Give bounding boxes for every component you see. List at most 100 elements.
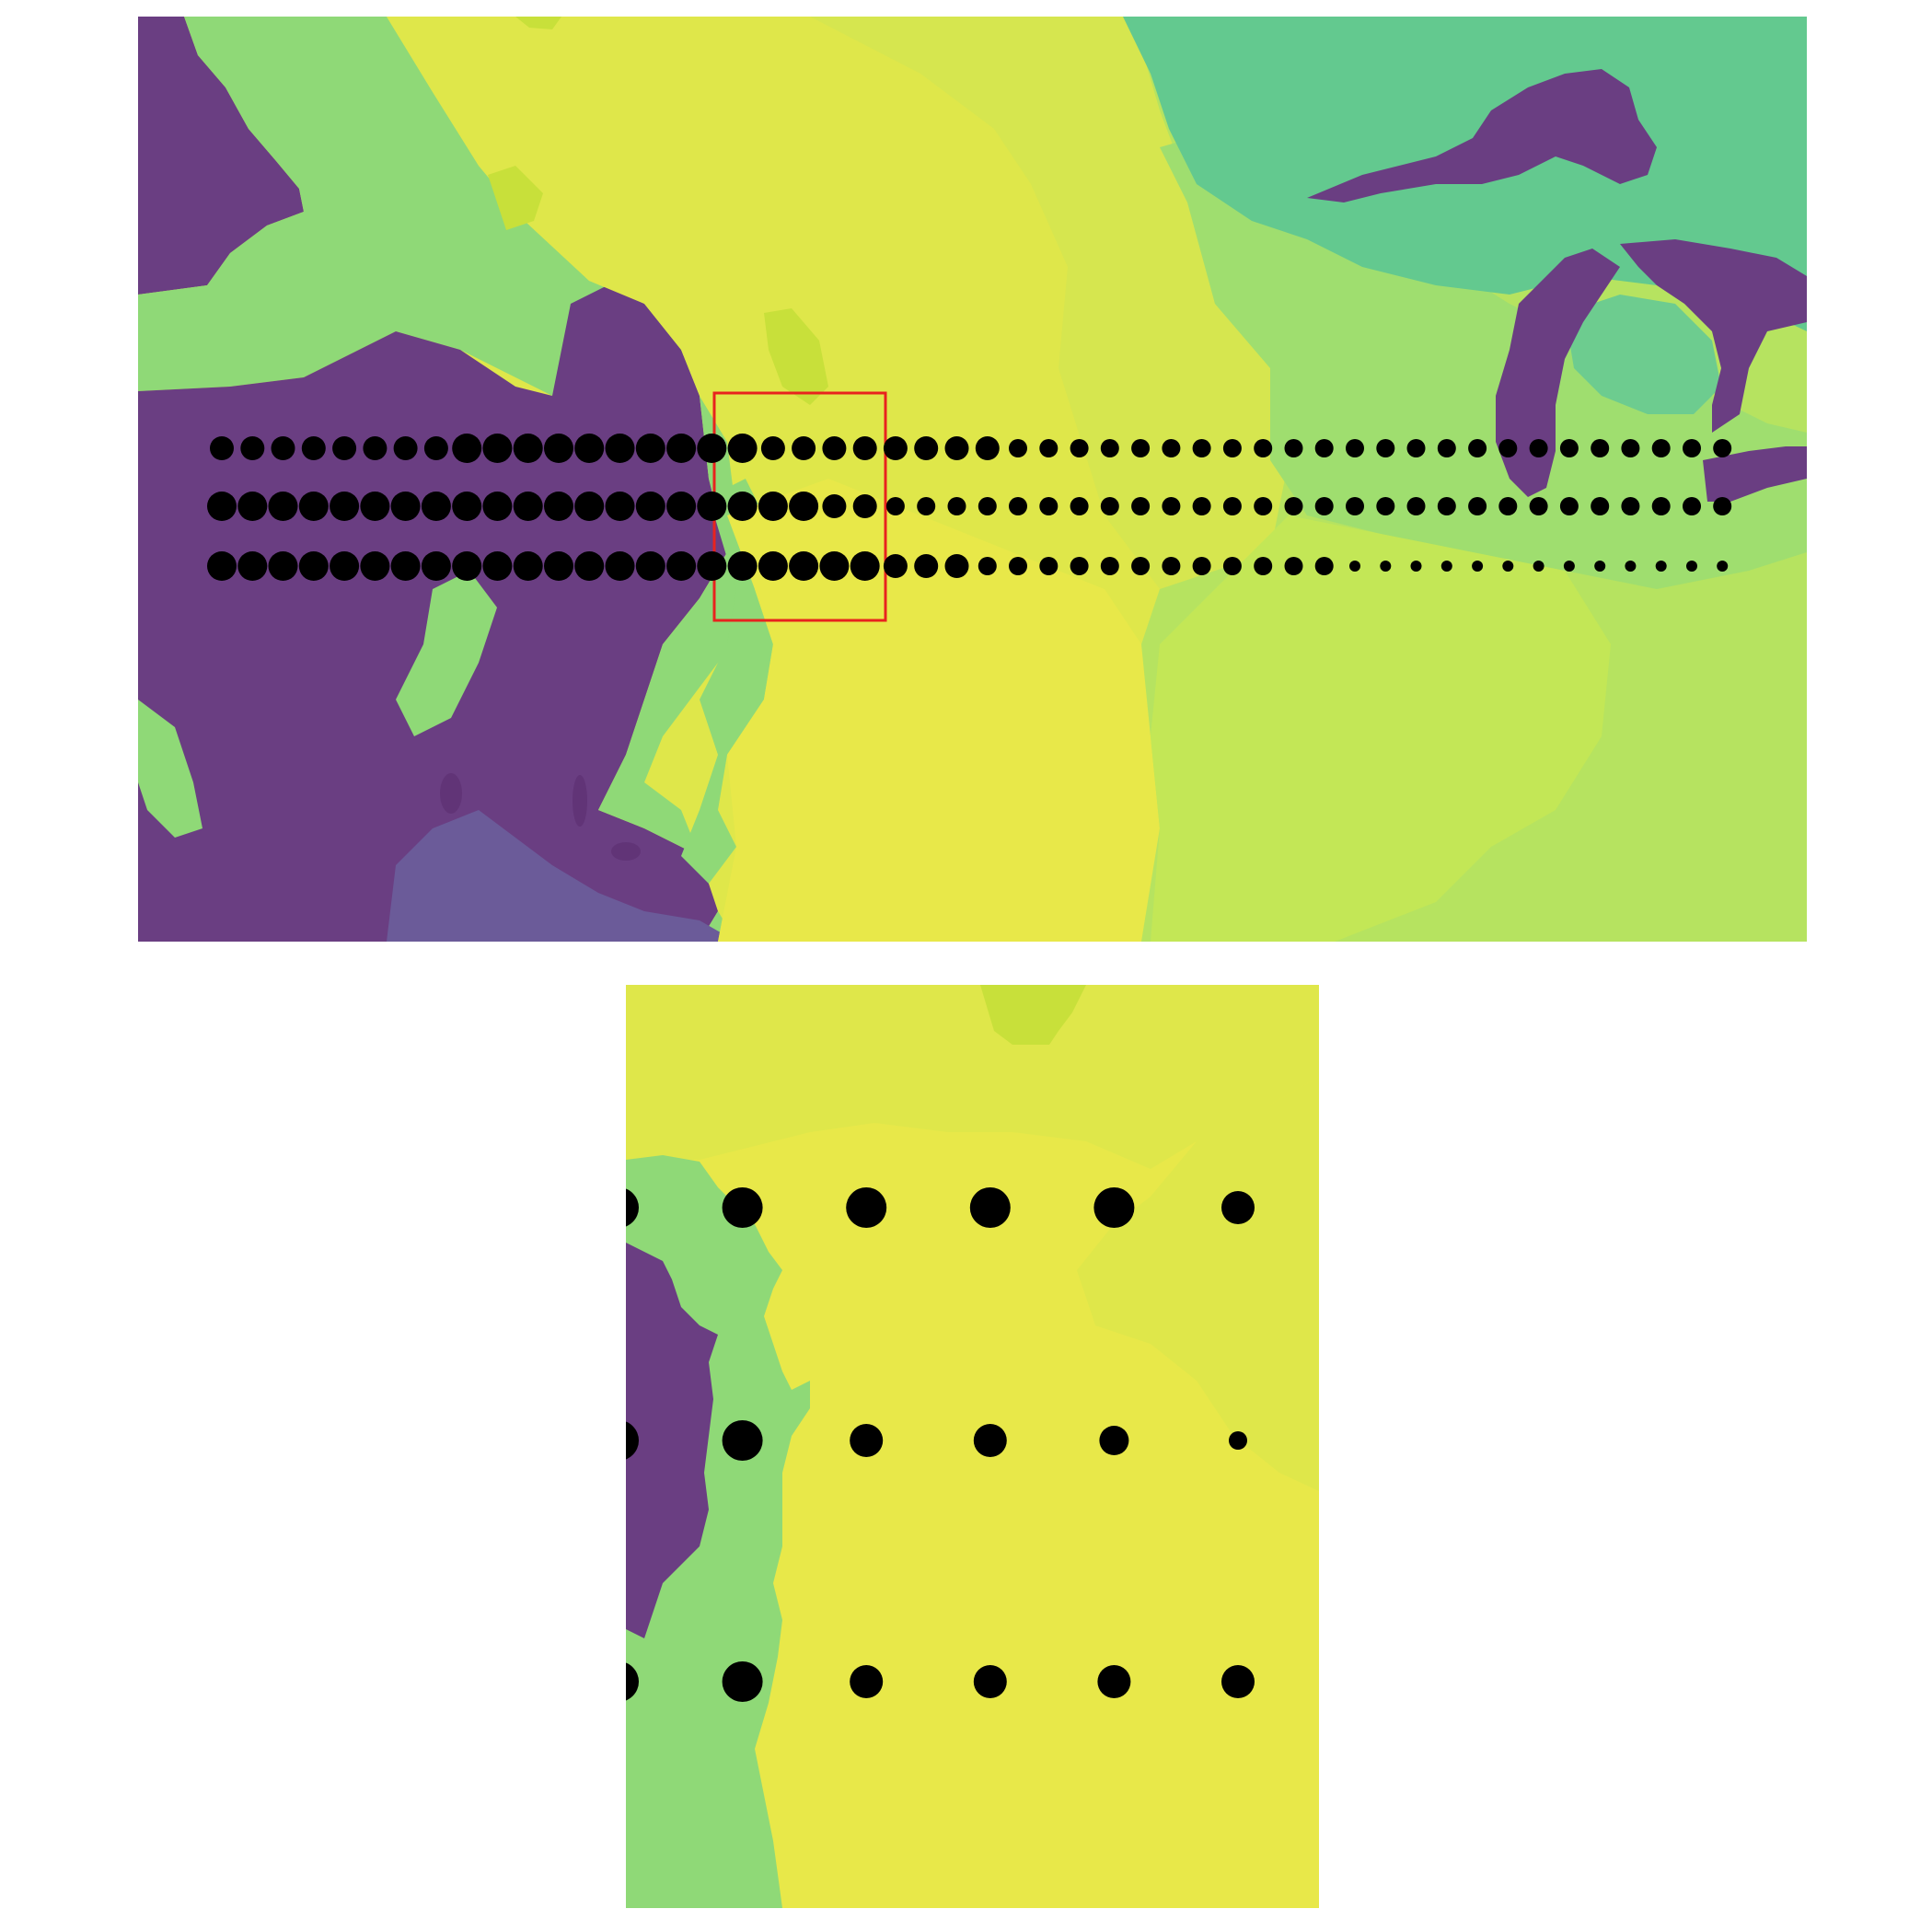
overview-marker-layer bbox=[207, 434, 1732, 581]
marker-point bbox=[421, 551, 451, 581]
marker-point bbox=[210, 436, 234, 460]
inset-marker-point bbox=[973, 1424, 1007, 1457]
marker-point bbox=[789, 551, 819, 581]
marker-point bbox=[298, 492, 329, 521]
marker-point bbox=[666, 551, 697, 581]
devils-lake-region bbox=[764, 308, 828, 405]
southwest-lake bbox=[611, 842, 641, 861]
inset-marker-point bbox=[1097, 1665, 1131, 1698]
marker-point bbox=[1437, 439, 1456, 457]
marker-point bbox=[1192, 497, 1211, 515]
marker-point bbox=[332, 436, 357, 460]
marker-point bbox=[1284, 557, 1303, 575]
marker-point bbox=[513, 551, 543, 581]
marker-point bbox=[1254, 557, 1273, 575]
inset-marker-point bbox=[973, 1665, 1007, 1698]
inset-marker-point bbox=[722, 1661, 763, 1702]
marker-point bbox=[1376, 439, 1395, 457]
marker-point bbox=[1472, 561, 1484, 572]
inset-marker-layer bbox=[626, 1187, 1255, 1702]
marker-point bbox=[1254, 439, 1273, 457]
region-michigan-teal bbox=[1565, 295, 1721, 414]
marker-point bbox=[1594, 561, 1606, 572]
great-salt-lake bbox=[440, 773, 462, 814]
inset-marker-point bbox=[626, 1188, 639, 1227]
marker-point bbox=[635, 492, 665, 521]
marker-point bbox=[1349, 561, 1360, 572]
marker-point bbox=[1717, 561, 1729, 572]
marker-point bbox=[1039, 497, 1059, 515]
marker-point bbox=[421, 492, 451, 521]
marker-point bbox=[914, 436, 939, 460]
lake-erie bbox=[1703, 446, 1807, 502]
marker-point bbox=[1529, 497, 1548, 515]
inset-marker-point bbox=[626, 1421, 639, 1460]
marker-point bbox=[666, 492, 697, 521]
marker-point bbox=[1683, 439, 1701, 457]
marker-point bbox=[240, 436, 265, 460]
marker-point bbox=[1131, 439, 1151, 457]
marker-point bbox=[452, 492, 482, 521]
marker-point bbox=[1468, 497, 1487, 515]
inset-map bbox=[626, 985, 1319, 1908]
marker-point bbox=[727, 434, 758, 463]
marker-point bbox=[1437, 497, 1456, 515]
marker-point bbox=[1625, 561, 1637, 572]
lake-huron bbox=[1620, 239, 1807, 433]
marker-point bbox=[452, 551, 482, 581]
marker-point bbox=[1440, 561, 1452, 572]
marker-point bbox=[850, 551, 880, 581]
marker-point bbox=[635, 434, 665, 463]
marker-point bbox=[1406, 439, 1426, 457]
marker-point bbox=[822, 436, 847, 460]
marker-point bbox=[635, 551, 665, 581]
marker-point bbox=[1410, 561, 1422, 572]
marker-point bbox=[237, 492, 268, 521]
marker-point bbox=[1713, 439, 1732, 457]
inset-marker-point bbox=[1221, 1191, 1255, 1224]
marker-point bbox=[330, 492, 360, 521]
marker-point bbox=[1070, 439, 1089, 457]
marker-point bbox=[1100, 439, 1119, 457]
marker-point bbox=[482, 434, 513, 463]
marker-point bbox=[1222, 557, 1242, 575]
marker-point bbox=[574, 551, 605, 581]
marker-point bbox=[1686, 561, 1697, 572]
marker-point bbox=[944, 436, 969, 460]
marker-point bbox=[1314, 557, 1334, 575]
inset-marker-point bbox=[1093, 1187, 1135, 1228]
marker-point bbox=[1162, 497, 1181, 515]
marker-point bbox=[975, 436, 1000, 460]
marker-point bbox=[1498, 439, 1518, 457]
marker-point bbox=[1314, 439, 1334, 457]
marker-point bbox=[1070, 497, 1089, 515]
marker-point bbox=[544, 492, 573, 521]
region-southwest-bluepurple bbox=[387, 810, 736, 942]
marker-point bbox=[363, 436, 388, 460]
marker-point bbox=[1284, 497, 1303, 515]
marker-point bbox=[1591, 439, 1610, 457]
marker-point bbox=[1559, 497, 1579, 515]
marker-point bbox=[1162, 557, 1181, 575]
marker-point bbox=[947, 497, 966, 515]
region-northwest-green bbox=[138, 17, 700, 405]
marker-point bbox=[1376, 497, 1395, 515]
marker-point bbox=[605, 551, 635, 581]
marker-point bbox=[885, 497, 905, 515]
marker-point bbox=[1651, 439, 1671, 457]
marker-point bbox=[792, 436, 816, 460]
marker-point bbox=[1346, 439, 1364, 457]
marker-point bbox=[1621, 439, 1640, 457]
marker-point bbox=[852, 494, 877, 518]
inset-marker-point bbox=[1221, 1665, 1255, 1698]
marker-point bbox=[452, 434, 482, 463]
marker-point bbox=[1713, 497, 1732, 515]
marker-point bbox=[727, 492, 758, 521]
marker-point bbox=[268, 492, 298, 521]
marker-point bbox=[1222, 439, 1242, 457]
marker-point bbox=[207, 492, 237, 521]
inset-devils-lake bbox=[980, 985, 1086, 1045]
marker-point bbox=[760, 436, 785, 460]
marker-point bbox=[1070, 557, 1089, 575]
